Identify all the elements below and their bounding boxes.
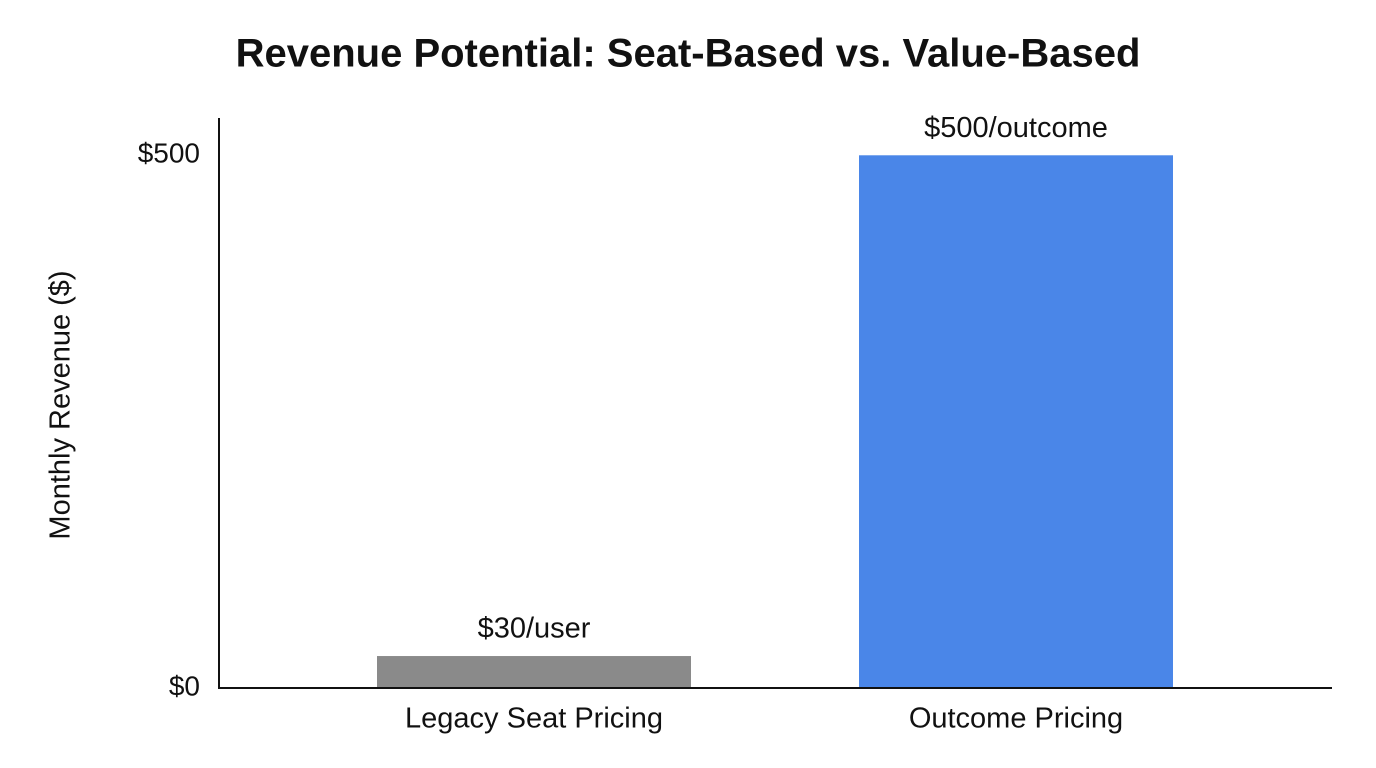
y-tick-label: $0 [169,670,200,701]
x-tick-label: Legacy Seat Pricing [405,703,663,735]
y-axis-label: Monthly Revenue ($) [45,270,77,539]
bar [377,656,691,688]
bar [859,155,1173,688]
value-label: $30/user [478,613,591,645]
y-tick-label: $500 [138,138,200,169]
chart-title: Revenue Potential: Seat-Based vs. Value-… [236,32,1141,76]
value-label: $500/outcome [924,112,1108,144]
x-tick-label: Outcome Pricing [909,703,1123,735]
